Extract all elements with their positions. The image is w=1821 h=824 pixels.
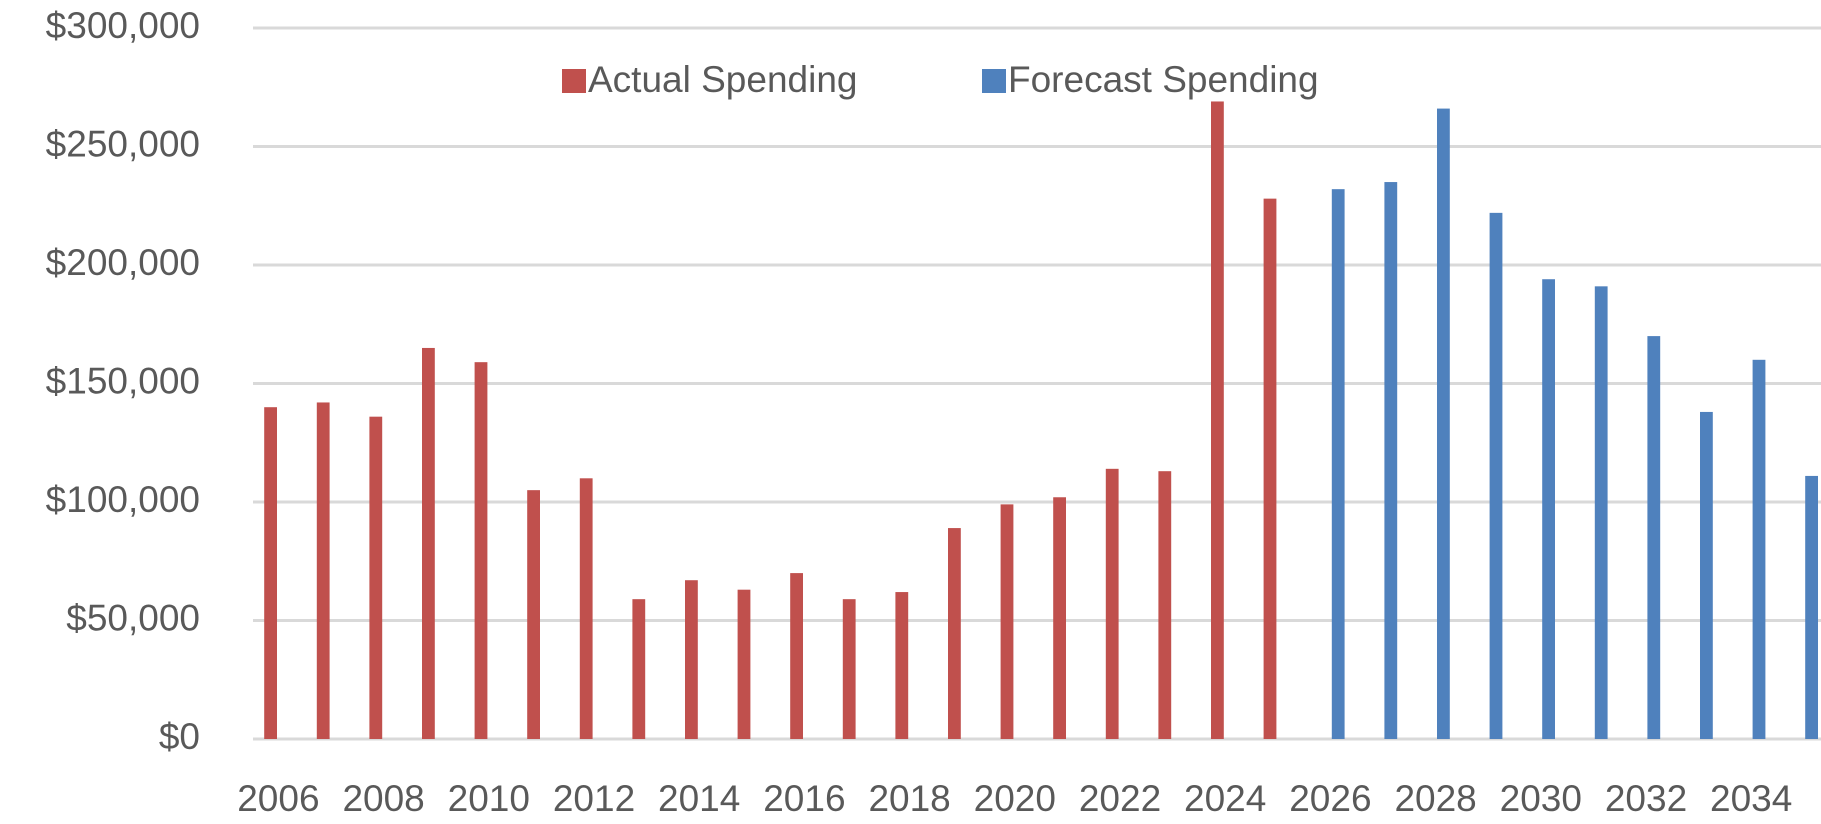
x-tick-label: 2016 [763,778,845,819]
y-tick-label: $150,000 [46,360,200,401]
bar [1752,359,1766,739]
legend-swatch [982,69,1006,93]
x-tick-label: 2030 [1500,778,1582,819]
bar [1211,101,1224,740]
bar [1700,411,1713,739]
y-tick-label: $250,000 [46,123,200,164]
bar [579,478,593,739]
x-tick-label: 2014 [658,778,740,819]
bar [474,362,488,739]
bar [422,347,435,739]
x-tick-label: 2008 [342,778,424,819]
legend-label: Forecast Spending [1008,59,1319,100]
y-tick-label: $300,000 [46,5,200,46]
y-tick-label: $100,000 [46,479,200,520]
bar [737,589,751,739]
bar [527,490,540,739]
bar [369,416,383,739]
bar [1542,279,1555,739]
bar [1647,336,1661,739]
x-tick-label: 2022 [1079,778,1161,819]
bar [316,402,330,739]
bar [948,528,961,739]
bar [790,573,803,739]
bar [1384,182,1398,740]
x-tick-label: 2032 [1605,778,1687,819]
bar [1805,475,1818,739]
x-tick-label: 2020 [974,778,1056,819]
bar [842,599,856,739]
bar [1331,189,1345,739]
x-tick-label: 2018 [868,778,950,819]
bar [1594,286,1608,739]
bar [1000,504,1014,739]
x-tick-label: 2012 [553,778,635,819]
y-tick-label: $50,000 [66,597,200,638]
bar [1053,497,1066,739]
bar [1437,108,1450,739]
y-tick-label: $0 [159,716,200,757]
x-tick-label: 2024 [1184,778,1266,819]
x-tick-label: 2006 [237,778,319,819]
bar [264,407,277,739]
bar [1489,212,1503,740]
legend-swatch [562,69,586,93]
legend-label: Actual Spending [588,59,857,100]
bar [685,580,698,739]
x-tick-label: 2028 [1394,778,1476,819]
y-tick-label: $200,000 [46,242,200,283]
bar [632,599,646,739]
x-tick-label: 2010 [448,778,530,819]
bar [895,592,909,739]
bar [1158,471,1172,739]
bar [1105,468,1119,739]
x-tick-label: 2034 [1710,778,1792,819]
bar [1263,198,1277,739]
x-tick-label: 2026 [1289,778,1371,819]
